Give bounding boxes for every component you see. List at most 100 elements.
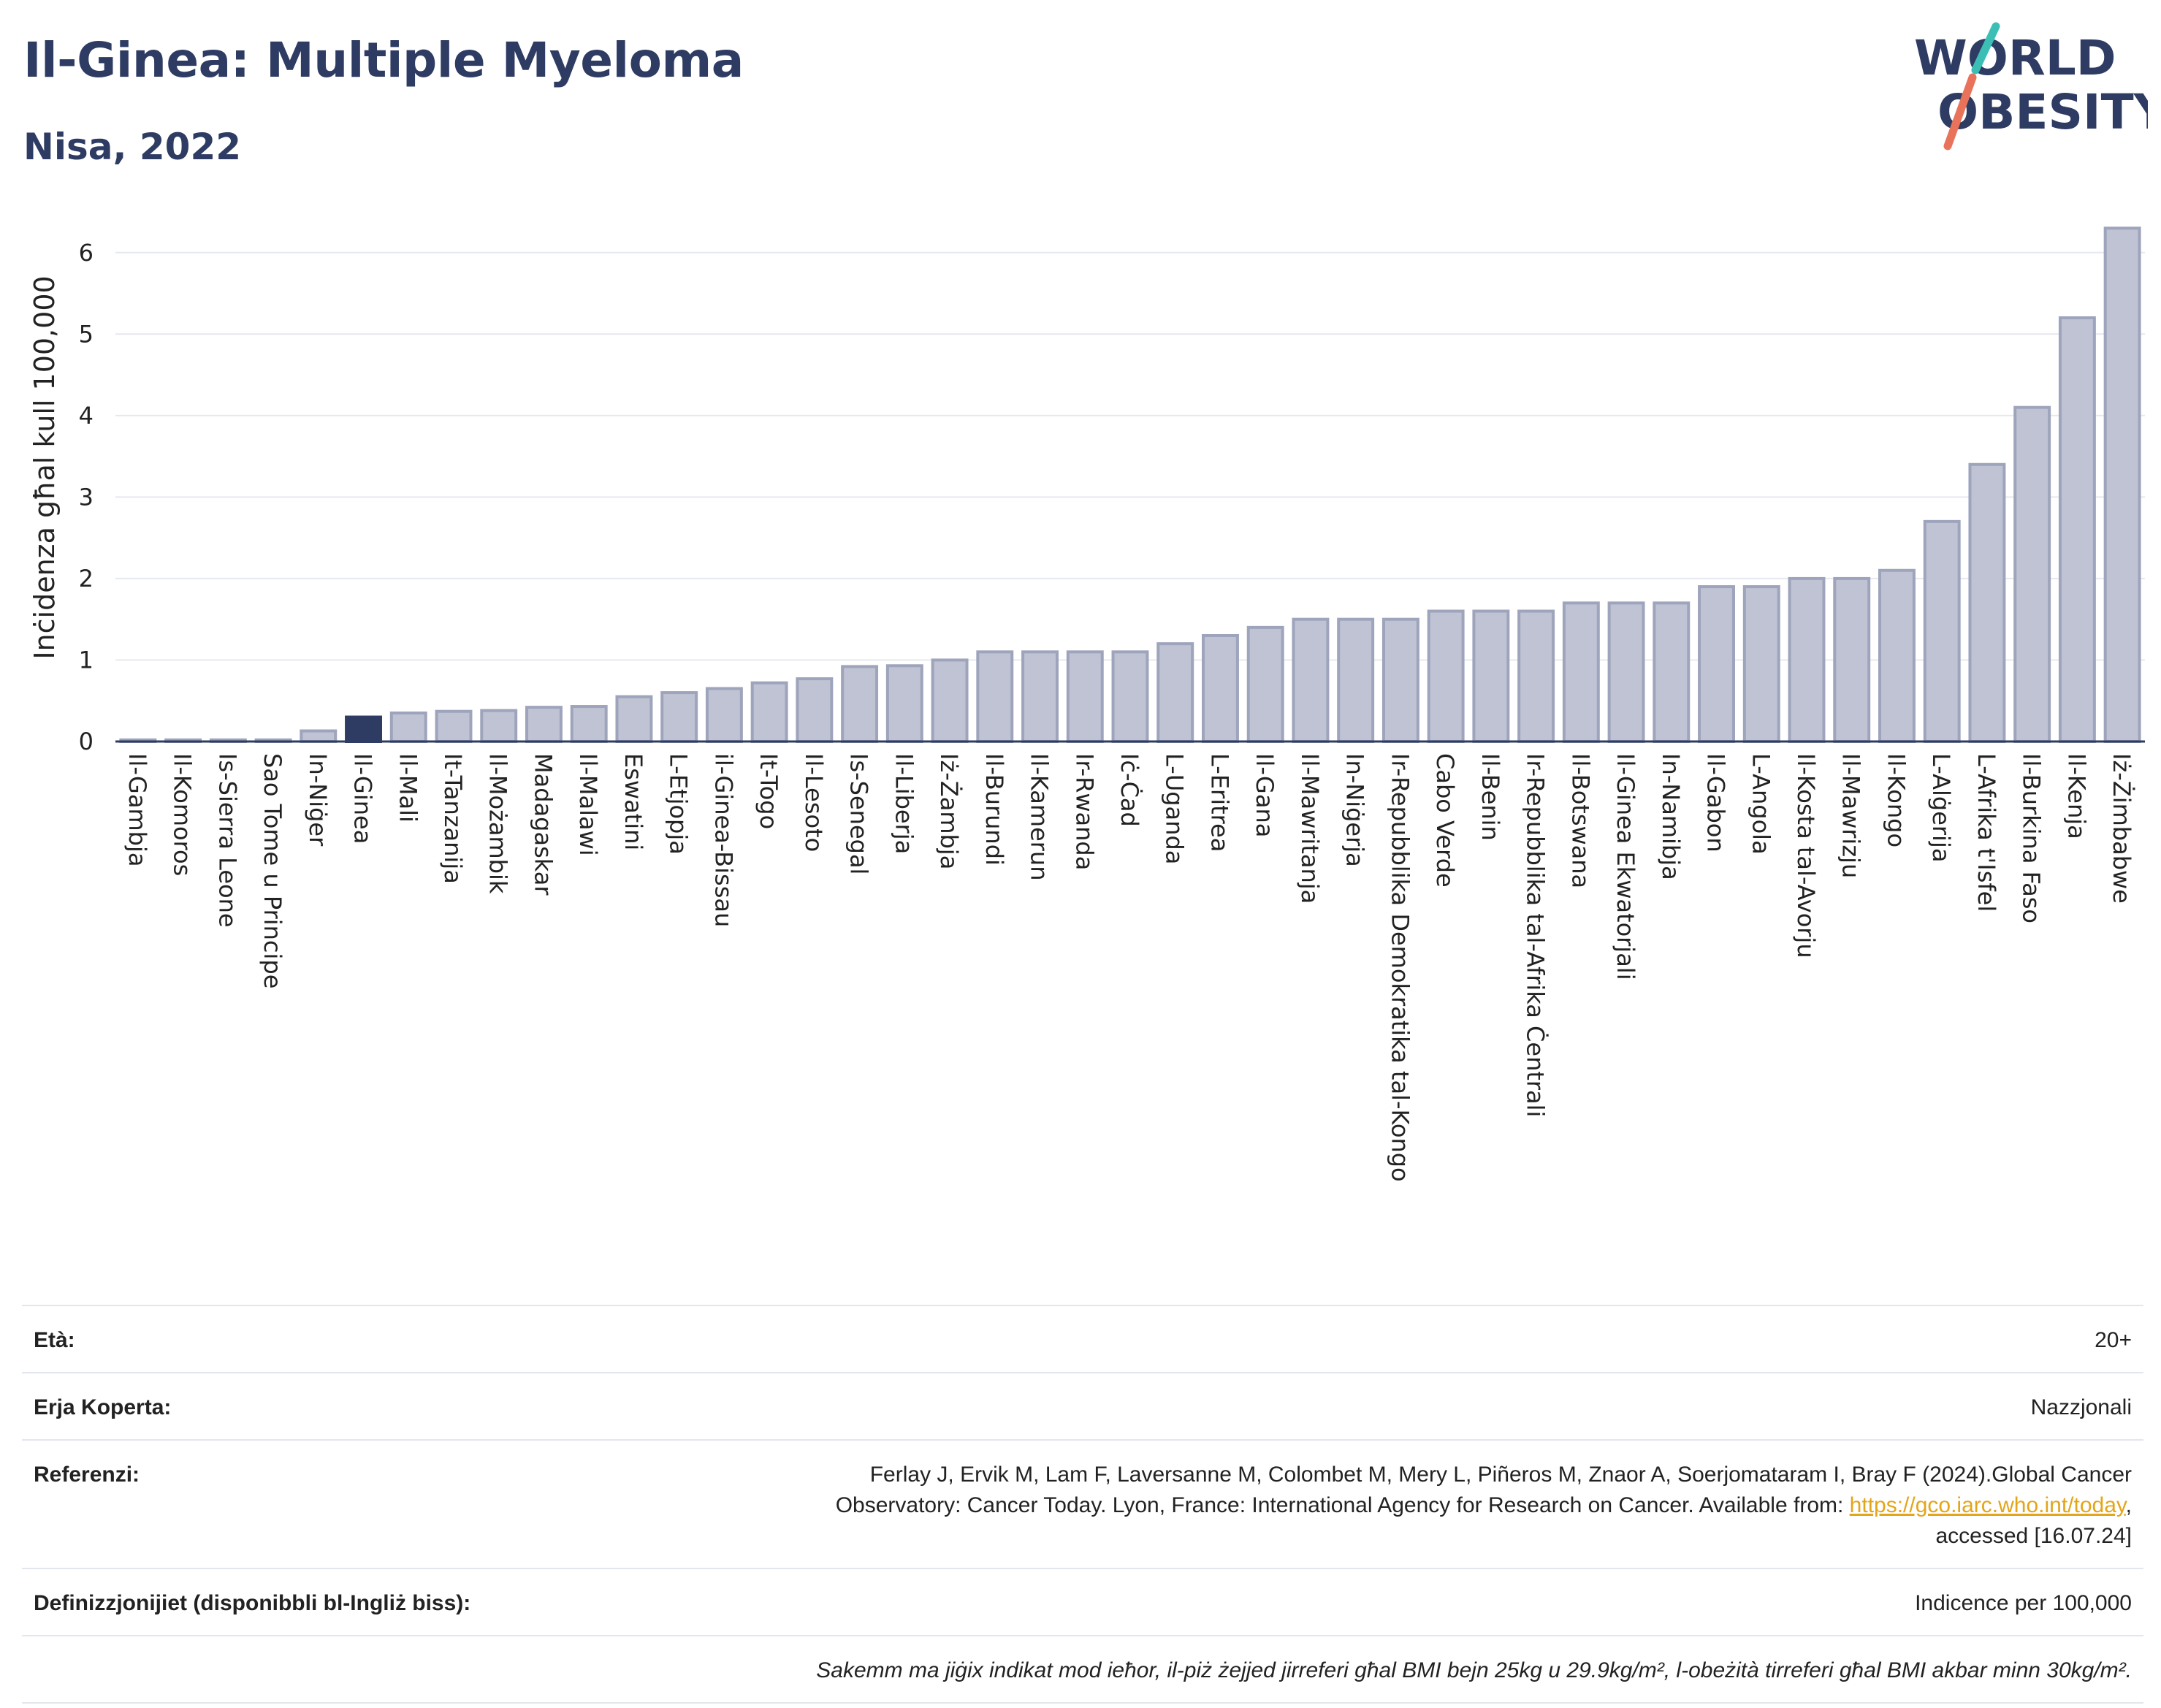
references-link[interactable]: https://gco.iarc.who.int/today xyxy=(1849,1493,2126,1517)
x-tick-label: Is-Sierra Leone xyxy=(213,753,241,928)
info-row-definitions: Definizzjonijiet (disponibbli bl-Ingliż … xyxy=(22,1568,2143,1635)
coverage-value: Nazzjonali xyxy=(2030,1395,2132,1419)
references-label: Referenzi: xyxy=(34,1463,140,1487)
definitions-label: Definizzjonijiet (disponibbli bl-Ingliż … xyxy=(34,1591,471,1615)
bar[interactable] xyxy=(570,705,608,743)
x-tick-label: Madagaskar xyxy=(529,753,557,896)
x-tick-label: Il-Ginea Ekwatorjali xyxy=(1612,753,1639,980)
coverage-label: Erja Koperta: xyxy=(34,1395,172,1419)
x-tick-label: Ir-Repubblika tal-Afrika Ċentrali xyxy=(1522,753,1550,1117)
bar-chart: 0 1 2 3 4 5 6 Il-Gambja Il-Komoros Is-Sierra Leo… xyxy=(28,226,2145,1182)
bar[interactable] xyxy=(660,691,698,743)
bar[interactable] xyxy=(1246,625,1284,743)
x-tick-label: Il-Gambja xyxy=(123,753,151,866)
bar[interactable] xyxy=(1427,609,1465,743)
x-tick-label: Iż-Żambja xyxy=(935,753,963,869)
x-tick-label: L-Etjopja xyxy=(665,753,693,855)
y-tick-label: 1 xyxy=(79,646,94,674)
bar[interactable] xyxy=(345,715,382,743)
age-label: Età: xyxy=(34,1328,75,1352)
bar[interactable] xyxy=(2103,226,2141,743)
x-tick-label: Il-Mawrizju xyxy=(1837,753,1865,878)
info-row-coverage: Erja Koperta: Nazzjonali xyxy=(22,1372,2143,1439)
x-tick-label: Sao Tome u Principe xyxy=(259,753,286,988)
y-tick-labels: 0 1 2 3 4 5 6 xyxy=(79,239,94,755)
bar[interactable] xyxy=(976,650,1014,743)
y-axis-title: Inċidenza għal kull 100,000 xyxy=(28,275,61,659)
x-tick-label: Il-Kamerun xyxy=(1026,753,1053,880)
chart-subtitle: Nisa, 2022 xyxy=(23,126,242,168)
y-tick-label: 4 xyxy=(79,402,94,430)
bar[interactable] xyxy=(1833,576,1871,744)
y-tick-label: 5 xyxy=(79,320,94,348)
bar[interactable] xyxy=(796,677,834,743)
bar[interactable] xyxy=(1111,650,1149,743)
bar[interactable] xyxy=(1788,576,1826,744)
x-tick-label: It-Togo xyxy=(755,753,782,829)
age-value: 20+ xyxy=(2095,1328,2132,1352)
x-tick-label: In-Niġer xyxy=(304,753,332,847)
references-line-1: Ferlay J, Ervik M, Lam F, Laversanne M, … xyxy=(869,1463,2132,1487)
x-tick-label: Il-Ginea xyxy=(349,753,377,844)
references-value: Ferlay J, Ervik M, Lam F, Laversanne M, … xyxy=(836,1460,2132,1552)
x-tick-label: il-Ginea-Bissau xyxy=(709,753,737,927)
x-tick-label: Il-Możambik xyxy=(484,753,512,894)
x-tick-label: Il-Mawritanja xyxy=(1296,753,1324,904)
x-tick-label: L-Uganda xyxy=(1161,753,1189,864)
y-tick-label: 6 xyxy=(79,239,94,267)
x-tick-label: Il-Gana xyxy=(1251,753,1278,837)
bar[interactable] xyxy=(615,695,653,744)
bar[interactable] xyxy=(841,665,879,744)
bar[interactable] xyxy=(1472,609,1510,743)
y-tick-label: 0 xyxy=(79,728,94,755)
definitions-value: Indicence per 100,000 xyxy=(1915,1591,2132,1615)
x-tick-label: Il-Kongo xyxy=(1882,753,1910,847)
bar[interactable] xyxy=(1337,617,1375,744)
bar[interactable] xyxy=(2058,316,2096,743)
bar[interactable] xyxy=(705,687,743,743)
bar[interactable] xyxy=(1021,650,1059,743)
bar[interactable] xyxy=(480,709,518,743)
references-line-2-end: , xyxy=(2125,1493,2132,1517)
bar[interactable] xyxy=(885,664,923,743)
bar[interactable] xyxy=(1968,462,2006,743)
bar[interactable] xyxy=(389,711,427,744)
x-tick-label: Il-Gabon xyxy=(1702,753,1730,853)
bar[interactable] xyxy=(1653,601,1691,744)
bar[interactable] xyxy=(2013,405,2051,743)
x-tick-label: Il-Kenja xyxy=(2062,753,2090,839)
logo-slash-teal xyxy=(1971,22,2000,75)
logo-text-obesity: OBESITY xyxy=(1937,84,2148,140)
bar[interactable] xyxy=(1066,650,1104,743)
bar[interactable] xyxy=(1292,617,1330,744)
x-tick-label: Il-Komoros xyxy=(169,753,197,876)
bar[interactable] xyxy=(1878,568,1916,743)
bar[interactable] xyxy=(1923,519,1961,743)
bar[interactable] xyxy=(931,658,969,744)
bar[interactable] xyxy=(1742,585,1780,743)
bar[interactable] xyxy=(1381,617,1419,744)
bar[interactable] xyxy=(1156,642,1194,744)
x-tick-label: L-Angola xyxy=(1747,753,1775,855)
x-tick-label: Is-Senegal xyxy=(845,753,873,874)
bar[interactable] xyxy=(1607,601,1645,744)
x-tick-label: Iċ-Ċad xyxy=(1116,753,1143,827)
x-tick-label: Ir-Rwanda xyxy=(1070,753,1098,870)
bar[interactable] xyxy=(1202,634,1239,743)
x-tick-label: Il-Benin xyxy=(1476,753,1504,841)
x-tick-label: Il-Botswana xyxy=(1566,753,1594,888)
x-tick-label: In-Niġerja xyxy=(1341,753,1369,867)
bar[interactable] xyxy=(750,681,788,744)
bar[interactable] xyxy=(1562,601,1600,744)
logo-slash-coral xyxy=(1943,73,1977,150)
bar[interactable] xyxy=(1698,585,1735,743)
y-tick-label: 2 xyxy=(79,565,94,592)
x-tick-label: Il-Lesoto xyxy=(800,753,828,852)
bar[interactable] xyxy=(1517,609,1555,743)
bar[interactable] xyxy=(300,729,338,743)
bar[interactable] xyxy=(525,706,563,744)
chart-title: Il-Ginea: Multiple Myeloma xyxy=(23,32,744,88)
x-tick-label: Eswatini xyxy=(620,753,647,850)
bar[interactable] xyxy=(435,709,473,744)
info-table: Età: 20+ Erja Koperta: Nazzjonali Refere… xyxy=(22,1305,2143,1704)
